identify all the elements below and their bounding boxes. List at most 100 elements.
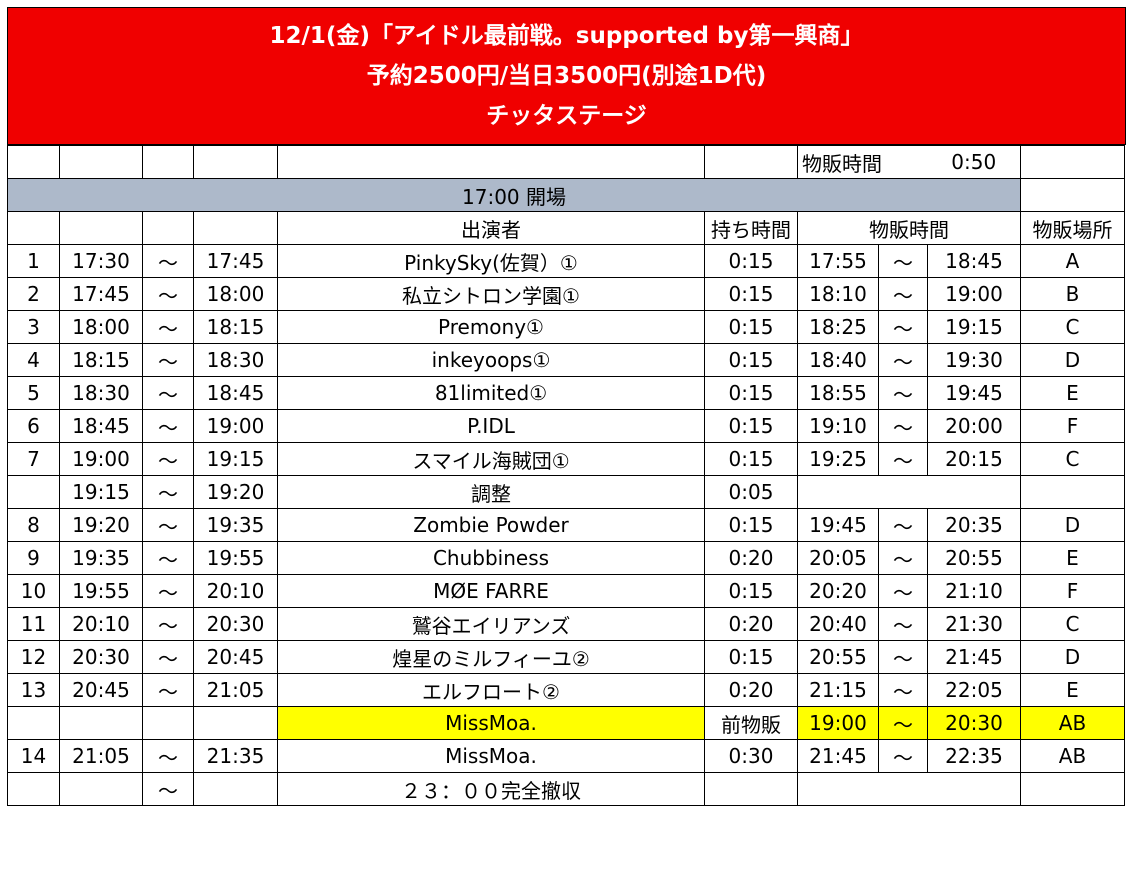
closing-text: ２３：００完全撤収 <box>277 772 705 806</box>
merch-end: 21:10 <box>927 574 1021 608</box>
end-time: 18:45 <box>193 376 278 410</box>
set-duration: 0:15 <box>704 508 798 542</box>
slot-number: 5 <box>7 376 60 410</box>
merch-end: 19:00 <box>927 277 1021 311</box>
start-time: 18:30 <box>59 376 143 410</box>
event-header: 12/1(金)「アイドル最前戦。supported by第一興商」 予約2500… <box>7 7 1126 145</box>
performer-name: PinkySky(佐賀）① <box>277 244 705 278</box>
merch-note-row: 物販時間 0:50 <box>7 145 1125 179</box>
merch-place: E <box>1020 376 1125 410</box>
start-time: 19:55 <box>59 574 143 608</box>
merch-separator: 〜 <box>878 574 928 608</box>
merch-separator: 〜 <box>878 376 928 410</box>
start-time: 18:45 <box>59 409 143 443</box>
performer-name: Premony① <box>277 310 705 344</box>
time-separator: 〜 <box>142 310 194 344</box>
ticket-prices: 予約2500円/当日3500円(別途1D代) <box>366 63 767 89</box>
time-separator: 〜 <box>142 376 194 410</box>
merch-place <box>1020 475 1125 509</box>
set-duration: 0:15 <box>704 409 798 443</box>
performer-name: inkeyoops① <box>277 343 705 377</box>
set-duration: 0:15 <box>704 574 798 608</box>
merch-start: 19:45 <box>797 508 879 542</box>
merch-separator: 〜 <box>878 310 928 344</box>
performer-name: 81limited① <box>277 376 705 410</box>
slot-number: 2 <box>7 277 60 311</box>
merch-place: D <box>1020 640 1125 674</box>
end-time: 19:55 <box>193 541 278 575</box>
pre-merch-row: MissMoa. 前物販 19:00 〜 20:30 AB <box>7 706 1125 740</box>
merch-start: 19:00 <box>797 706 879 740</box>
merch-place <box>1020 772 1125 806</box>
end-time: 20:45 <box>193 640 278 674</box>
merch-separator: 〜 <box>878 343 928 377</box>
performer-name: 煌星のミルフィーユ② <box>277 640 705 674</box>
performer-name: スマイル海賊団① <box>277 442 705 476</box>
slot-number: 14 <box>7 739 60 773</box>
slot-number: 1 <box>7 244 60 278</box>
merch-end: 18:45 <box>927 244 1021 278</box>
performer-row: 1 17:30 〜 17:45 PinkySky(佐賀）① 0:15 17:55 〜 18:45… <box>7 244 1125 278</box>
time-separator <box>142 706 194 740</box>
time-separator: 〜 <box>142 673 194 707</box>
performer-name: MissMoa. <box>277 706 705 740</box>
merch-start: 18:40 <box>797 343 879 377</box>
performer-name: MØE FARRE <box>277 574 705 608</box>
merch-separator: 〜 <box>878 442 928 476</box>
start-time: 20:30 <box>59 640 143 674</box>
performer-row: 9 19:35 〜 19:55 Chubbiness 0:20 20:05 〜 20:55 E <box>7 541 1125 575</box>
set-duration <box>704 772 798 806</box>
merch-place: AB <box>1020 706 1125 740</box>
merch-end: 19:30 <box>927 343 1021 377</box>
event-title: 12/1(金)「アイドル最前戦。supported by第一興商」 <box>269 23 864 49</box>
set-duration: 0:15 <box>704 376 798 410</box>
merch-end: 22:35 <box>927 739 1021 773</box>
performer-row: 7 19:00 〜 19:15 スマイル海賊団① 0:15 19:25 〜 20:15 C <box>7 442 1125 476</box>
end-time: 19:00 <box>193 409 278 443</box>
merch-start: 17:55 <box>797 244 879 278</box>
slot-number: 12 <box>7 640 60 674</box>
start-time: 19:15 <box>59 475 143 509</box>
start-time: 19:35 <box>59 541 143 575</box>
time-separator: 〜 <box>142 409 194 443</box>
start-time: 20:45 <box>59 673 143 707</box>
merch-note-label: 物販時間 <box>797 145 928 179</box>
start-time <box>59 772 143 806</box>
start-time: 17:45 <box>59 277 143 311</box>
time-separator: 〜 <box>142 343 194 377</box>
set-duration: 0:20 <box>704 541 798 575</box>
slot-number: 10 <box>7 574 60 608</box>
merch-start: 19:25 <box>797 442 879 476</box>
merch-separator: 〜 <box>878 541 928 575</box>
merch-empty <box>797 475 1021 509</box>
merch-start: 20:55 <box>797 640 879 674</box>
column-header-row: 出演者 持ち時間 物販時間 物販場所 <box>7 211 1125 245</box>
merch-end: 20:15 <box>927 442 1021 476</box>
time-separator: 〜 <box>142 739 194 773</box>
set-duration: 0:05 <box>704 475 798 509</box>
set-duration: 0:20 <box>704 607 798 641</box>
merch-start: 18:10 <box>797 277 879 311</box>
start-time <box>59 706 143 740</box>
merch-end: 20:35 <box>927 508 1021 542</box>
time-separator: 〜 <box>142 640 194 674</box>
adjustment-row: 19:15 〜 19:20 調整 0:05 <box>7 475 1125 509</box>
col-merch-place: 物販場所 <box>1020 211 1125 245</box>
merch-end: 20:00 <box>927 409 1021 443</box>
merch-start: 20:40 <box>797 607 879 641</box>
merch-place: C <box>1020 442 1125 476</box>
set-duration: 0:15 <box>704 640 798 674</box>
performer-row: 11 20:10 〜 20:30 鷲谷エイリアンズ 0:20 20:40 〜 21:30 C <box>7 607 1125 641</box>
set-duration: 前物販 <box>704 706 798 740</box>
merch-end: 20:30 <box>927 706 1021 740</box>
merch-separator: 〜 <box>878 706 928 740</box>
performer-name: エルフロート② <box>277 673 705 707</box>
slot-number: 11 <box>7 607 60 641</box>
time-separator: 〜 <box>142 772 194 806</box>
performer-row: 6 18:45 〜 19:00 P.IDL 0:15 19:10 〜 20:00 F <box>7 409 1125 443</box>
end-time: 20:10 <box>193 574 278 608</box>
time-separator: 〜 <box>142 508 194 542</box>
merch-separator: 〜 <box>878 277 928 311</box>
merch-start: 20:05 <box>797 541 879 575</box>
